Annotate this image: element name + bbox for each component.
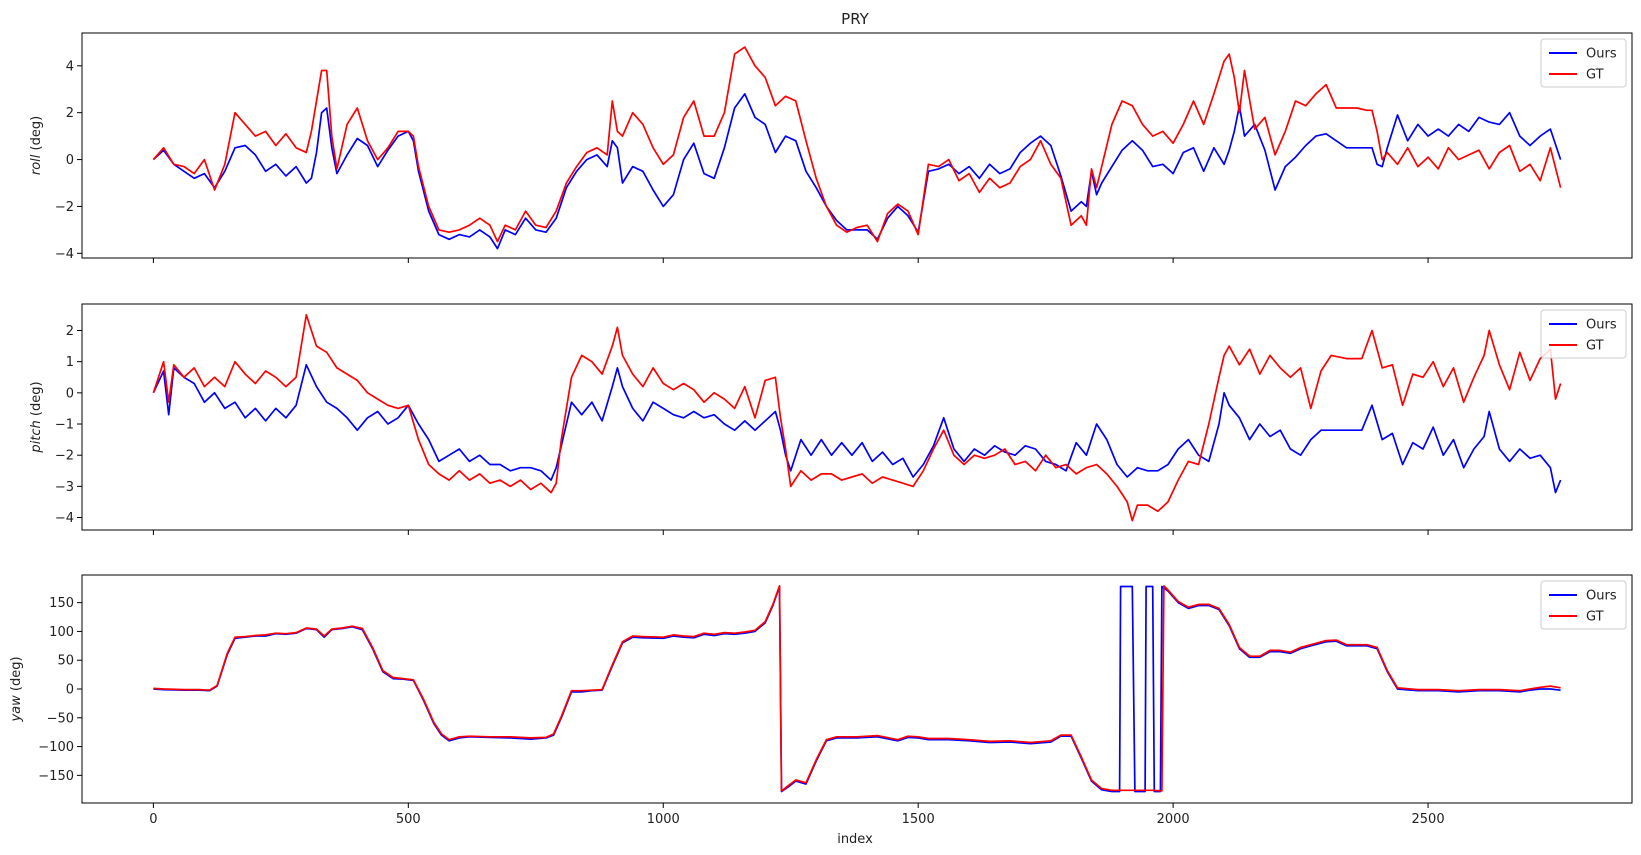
pitch-series-ours-line: [152, 363, 1562, 494]
roll-y-tick-label: 0: [66, 153, 74, 168]
roll-series-gt-line: [152, 46, 1562, 243]
yaw-y-tick-label: −100: [38, 740, 74, 755]
yaw-y-tick-label: 0: [66, 683, 74, 698]
roll-legend-label-ours: Ours: [1586, 47, 1617, 62]
roll-subplot: −4 −2 0 2 4 roll (deg) Ours GT: [29, 32, 1633, 263]
pitch-y-axis-label: pitch (deg): [29, 381, 44, 453]
roll-legend: Ours GT: [1540, 38, 1627, 88]
yaw-legend-label-ours: Ours: [1586, 589, 1617, 604]
pitch-axes-frame: [81, 303, 1633, 531]
x-tick-label: 2500: [1412, 812, 1445, 827]
yaw-y-axis-label: yaw (deg): [9, 656, 24, 722]
yaw-y-tick-label: 150: [49, 596, 74, 611]
yaw-y-tick-label: 50: [57, 654, 74, 669]
pitch-subplot: −4 −3 −2 −1 0 1 2 pitch (deg) Ours GT: [29, 303, 1633, 535]
pitch-y-tick-label: 0: [66, 386, 74, 401]
pitch-y-tick-label: 1: [66, 355, 74, 370]
roll-y-tick-label: 2: [66, 106, 74, 121]
x-tick-label: 2000: [1157, 812, 1190, 827]
roll-y-axis-label: roll (deg): [29, 116, 44, 175]
roll-y-tick-label: −4: [55, 247, 74, 262]
yaw-legend-label-gt: GT: [1586, 610, 1604, 625]
roll-legend-label-gt: GT: [1586, 68, 1604, 83]
yaw-series-gt-line: [153, 585, 1561, 792]
pitch-y-tick-label: −4: [55, 511, 74, 526]
roll-y-tick-label: 4: [66, 59, 74, 74]
roll-series-ours-line: [152, 93, 1562, 250]
pitch-legend: Ours GT: [1540, 309, 1627, 359]
pitch-y-tick-label: 2: [66, 324, 74, 339]
pitch-y-tick-label: −1: [55, 418, 74, 433]
subplots: −4 −2 0 2 4 roll (deg) Ours GT −4 −3 −2 −1 0 1 2 pitch …: [9, 32, 1633, 827]
yaw-y-tick-label: 100: [49, 625, 74, 640]
x-tick-label: 1500: [902, 812, 935, 827]
x-tick-label: 500: [396, 812, 421, 827]
x-tick-label: 0: [149, 812, 157, 827]
pitch-legend-label-gt: GT: [1586, 339, 1604, 354]
figure-title: PRY: [841, 10, 870, 28]
yaw-y-tick-label: −50: [47, 711, 74, 726]
pitch-series-gt-line: [152, 314, 1562, 522]
pitch-legend-label-ours: Ours: [1586, 318, 1617, 333]
pitch-y-tick-label: −2: [55, 449, 74, 464]
roll-axes-frame: [81, 32, 1633, 259]
yaw-legend: Ours GT: [1540, 580, 1627, 630]
roll-y-tick-label: −2: [55, 200, 74, 215]
x-tick-label: 1000: [647, 812, 680, 827]
yaw-y-tick-label: −150: [38, 769, 74, 784]
pitch-y-tick-label: −3: [55, 480, 74, 495]
x-axis-label: index: [837, 832, 873, 847]
